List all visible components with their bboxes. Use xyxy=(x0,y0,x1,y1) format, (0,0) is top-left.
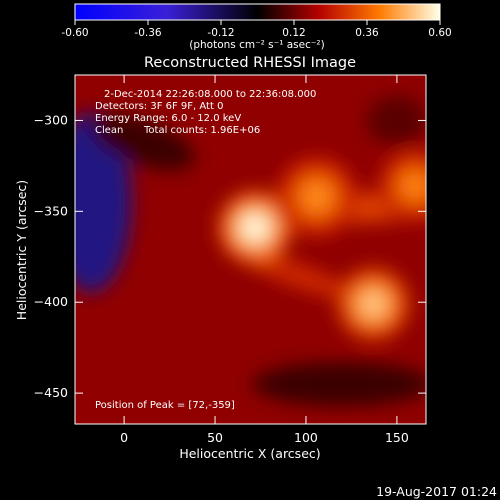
y-tick-label: −350 xyxy=(34,203,68,218)
colorbar-tick-label: -0.60 xyxy=(61,27,88,39)
x-tick-label: 0 xyxy=(120,430,128,445)
colorbar: -0.60 -0.36 -0.12 0.12 0.36 0.60 (photons cm⁻… xyxy=(61,3,452,51)
colorbar-tick-label: -0.36 xyxy=(134,27,161,39)
dark-lane xyxy=(90,114,195,171)
detectors-text: Detectors: 3F 6F 9F, Att 0 xyxy=(95,101,223,112)
y-axis-label: Heliocentric Y (arcsec) xyxy=(14,180,29,320)
y-tick-label: −400 xyxy=(34,294,68,309)
colorbar-ticks: -0.60 -0.36 -0.12 0.12 0.36 0.60 xyxy=(61,20,452,39)
colorbar-tick-label: 0.60 xyxy=(428,27,451,39)
time-range-text: 2-Dec-2014 22:26:08.000 to 22:36:08.000 xyxy=(104,89,316,100)
heatmap-image xyxy=(75,75,426,424)
dark-lane xyxy=(252,362,426,407)
source-peak xyxy=(404,174,426,197)
colorbar-tick-label: -0.12 xyxy=(207,27,234,39)
y-tick-label: −300 xyxy=(34,112,68,127)
source-peak xyxy=(362,293,385,315)
peak-position-text: Position of Peak = [72,-359] xyxy=(95,400,235,411)
x-tick-label: 50 xyxy=(207,430,223,445)
emission-ridge xyxy=(240,251,354,299)
colorbar-units-label: (photons cm⁻² s⁻¹ asec⁻²) xyxy=(189,39,324,51)
clean-text: Clean xyxy=(95,125,123,136)
dark-lane xyxy=(366,95,426,146)
footer-timestamp: 19-Aug-2017 01:24 xyxy=(376,484,497,499)
total-counts-text: Total counts: 1.96E+06 xyxy=(143,125,260,136)
energy-range-text: Energy Range: 6.0 - 12.0 keV xyxy=(95,113,241,124)
colorbar-gradient xyxy=(74,3,441,21)
x-tick-label: 150 xyxy=(385,430,409,445)
image-annotation: 2-Dec-2014 22:26:08.000 to 22:36:08.000 … xyxy=(95,89,316,411)
negative-region xyxy=(75,112,132,293)
x-tick-label: 100 xyxy=(294,430,318,445)
colorbar-tick-label: 0.36 xyxy=(355,27,379,39)
chart-title: Reconstructed RHESSI Image xyxy=(144,55,356,71)
y-tick-label: −450 xyxy=(34,385,68,400)
x-axis-label: Heliocentric X (arcsec) xyxy=(179,446,320,461)
axis-ticks: 0 50 100 150 −300 −350 −400 −450 xyxy=(34,75,426,445)
colorbar-tick-label: 0.12 xyxy=(282,27,305,39)
source-peak xyxy=(304,184,329,209)
source-peak xyxy=(244,216,266,239)
plot-frame xyxy=(74,74,427,425)
